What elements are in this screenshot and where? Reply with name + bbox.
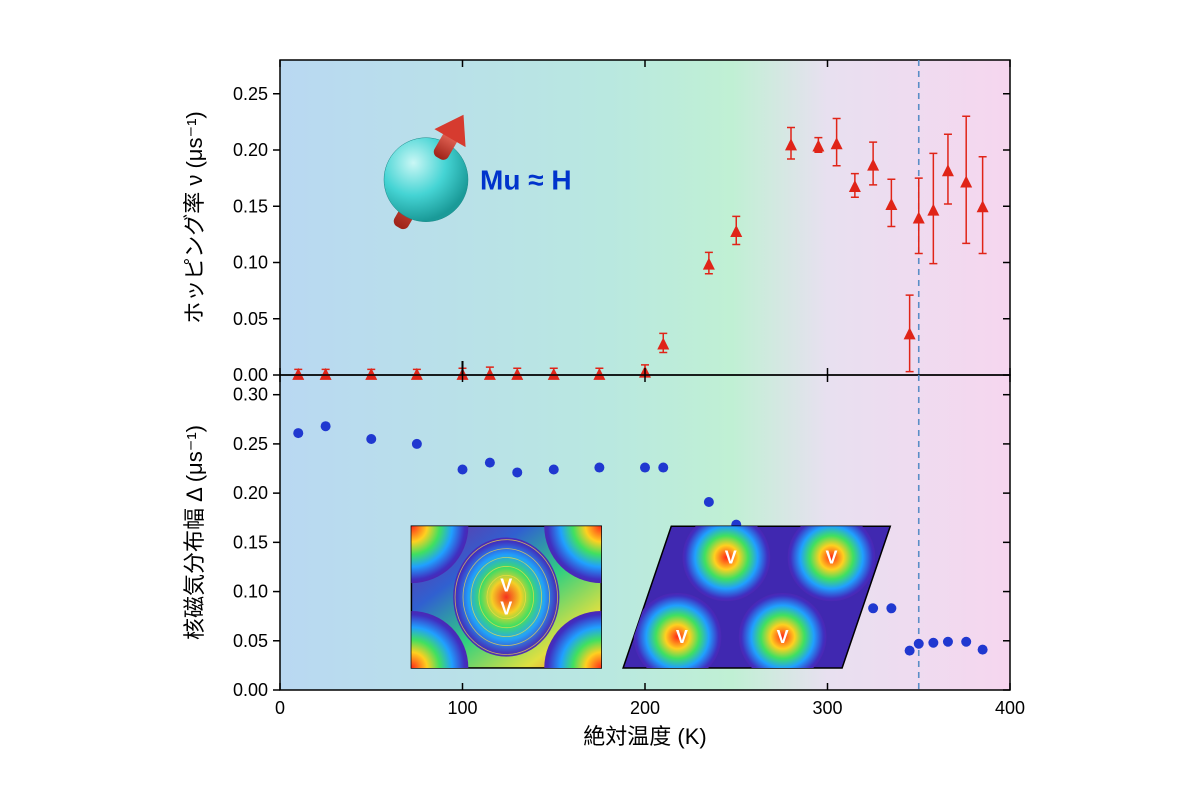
v-site-label: V (500, 598, 512, 618)
delta-point (868, 603, 878, 613)
delta-point (905, 646, 915, 656)
xtick-label: 100 (447, 698, 477, 718)
chart-container: 0.00 0.05 0.10 0.15 0.20 0.25 ホッピング率 ν (μs⁻¹) M… (150, 40, 1050, 760)
top-ytick-label: 0.15 (233, 196, 268, 216)
delta-point (658, 463, 668, 473)
delta-point (485, 458, 495, 468)
delta-point (412, 439, 422, 449)
xtick-label: 400 (995, 698, 1025, 718)
xtick-label: 300 (812, 698, 842, 718)
delta-point (512, 467, 522, 477)
bottom-ytick-label: 0.30 (233, 385, 268, 405)
delta-point (458, 465, 468, 475)
bottom-ytick-label: 0.20 (233, 483, 268, 503)
bottom-ylabel: 核磁気分布幅 Δ (μs⁻¹) (182, 425, 207, 640)
delta-point (640, 463, 650, 473)
muon-label: Mu ≈ H (480, 165, 572, 196)
bottom-ytick-label: 0.25 (233, 434, 268, 454)
bottom-ytick-label: 0.10 (233, 582, 268, 602)
xlabel: 絶対温度 (K) (583, 724, 706, 749)
v-site-label: V (676, 627, 688, 647)
v-site-label: V (825, 547, 837, 567)
delta-point (321, 421, 331, 431)
v-site-label: V (777, 627, 789, 647)
delta-point (293, 428, 303, 438)
bottom-ytick-label: 0.00 (233, 680, 268, 700)
top-ytick-label: 0.05 (233, 309, 268, 329)
top-ytick-label: 0.10 (233, 253, 268, 273)
bottom-ytick-label: 0.05 (233, 631, 268, 651)
delta-point (928, 638, 938, 648)
v-site-label: V (500, 576, 512, 596)
xtick-label: 0 (275, 698, 285, 718)
top-ytick-label: 0.20 (233, 140, 268, 160)
delta-point (886, 603, 896, 613)
delta-point (978, 645, 988, 655)
xtick-label: 200 (630, 698, 660, 718)
delta-point (549, 465, 559, 475)
chart-svg: 0.00 0.05 0.10 0.15 0.20 0.25 ホッピング率 ν (μs⁻¹) M… (150, 40, 1050, 760)
delta-point (961, 637, 971, 647)
delta-point (943, 637, 953, 647)
bottom-ytick-label: 0.15 (233, 532, 268, 552)
top-ytick-label: 0.25 (233, 84, 268, 104)
delta-point (594, 463, 604, 473)
v-site-label: V (725, 547, 737, 567)
delta-point (366, 434, 376, 444)
top-ytick-label: 0.00 (233, 365, 268, 385)
top-ylabel: ホッピング率 ν (μs⁻¹) (182, 111, 207, 324)
delta-point (914, 639, 924, 649)
delta-point (704, 497, 714, 507)
